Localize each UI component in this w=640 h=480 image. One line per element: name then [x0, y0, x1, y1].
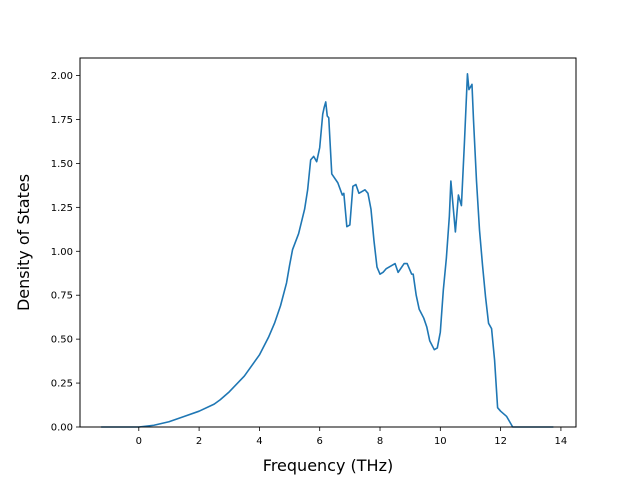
y-tick-label: 2.00	[51, 71, 73, 82]
x-tick-label: 4	[256, 436, 262, 447]
y-tick-label: 1.75	[51, 115, 73, 126]
y-tick-label: 0.00	[51, 423, 73, 434]
y-tick-label: 1.50	[51, 159, 73, 170]
y-tick-label: 1.00	[51, 247, 73, 258]
y-tick-label: 0.75	[51, 291, 73, 302]
x-axis-label: Frequency (THz)	[263, 456, 393, 475]
y-tick-label: 0.25	[51, 379, 73, 390]
x-tick-label: 12	[494, 436, 507, 447]
x-tick-label: 2	[196, 436, 202, 447]
series-line-0	[101, 73, 554, 428]
x-tick-label: 10	[434, 436, 447, 447]
axes-frame	[79, 57, 577, 428]
y-tick-label: 1.25	[51, 203, 73, 214]
y-axis-label: Density of States	[14, 174, 33, 311]
x-tick-label: 8	[377, 436, 383, 447]
y-tick-label: 0.50	[51, 335, 73, 346]
x-tick-label: 6	[317, 436, 323, 447]
plot-area	[101, 73, 554, 428]
x-tick-label: 14	[555, 436, 568, 447]
x-tick-label: 0	[136, 436, 142, 447]
axis-ticks: 0 2 4 6 8 10 12 14 0.00 0.25 0.50 0.75 1.00 1.25 1.50 1…	[51, 71, 568, 447]
